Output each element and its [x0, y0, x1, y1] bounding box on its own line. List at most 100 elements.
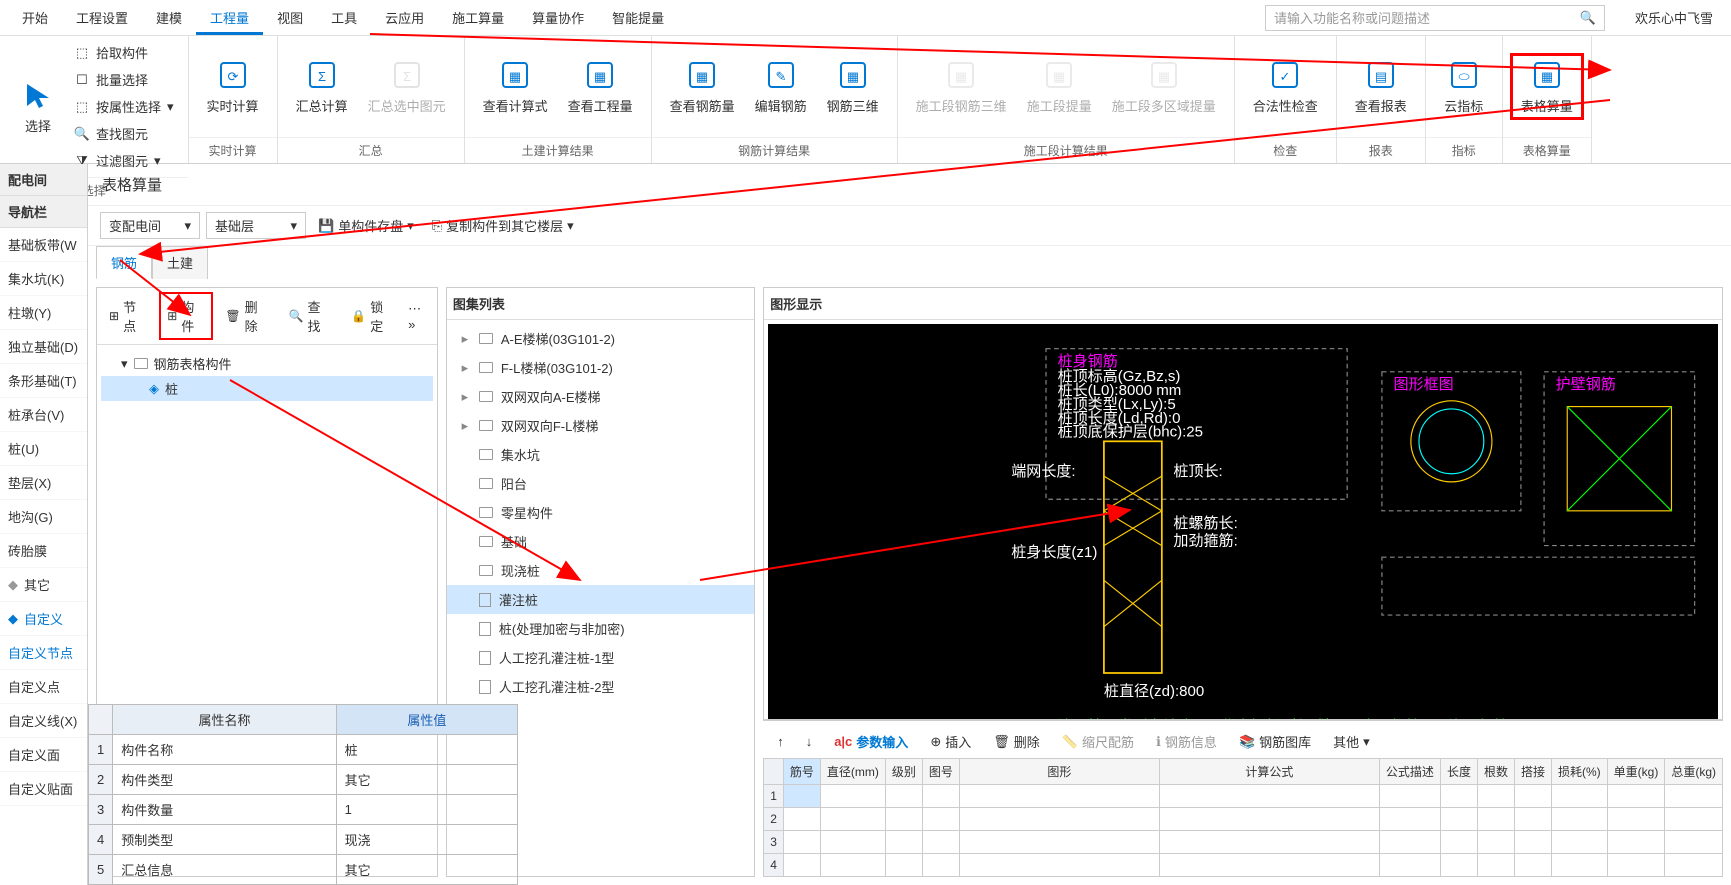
- rail-item-1[interactable]: 集水坑(K): [0, 262, 87, 296]
- ribbon-钢筋三维[interactable]: ▦ 钢筋三维: [817, 54, 889, 119]
- param-cell[interactable]: [1477, 831, 1514, 854]
- scale-rebar-button[interactable]: 📏 缩尺配筋: [1056, 729, 1140, 754]
- rail-item-2[interactable]: 柱墩(Y): [0, 296, 87, 330]
- prop-value[interactable]: 1: [336, 795, 517, 825]
- ribbon-small-0[interactable]: ⬚拾取构件: [68, 40, 180, 65]
- param-cell[interactable]: [1514, 808, 1551, 831]
- ribbon-云指标[interactable]: ⬭ 云指标: [1434, 54, 1494, 119]
- param-cell[interactable]: [783, 854, 820, 877]
- menu-quantity[interactable]: 工程量: [196, 0, 263, 35]
- arrow-down-button[interactable]: ↓: [800, 731, 819, 752]
- param-header-10[interactable]: 损耗(%): [1551, 759, 1607, 785]
- param-cell[interactable]: [1607, 808, 1665, 831]
- rebar-lib-button[interactable]: 📚 钢筋图库: [1233, 729, 1317, 754]
- param-cell[interactable]: [922, 831, 959, 854]
- param-cell[interactable]: [1379, 808, 1440, 831]
- ribbon-施工段钢筋三维[interactable]: ▦ 施工段钢筋三维: [906, 54, 1017, 119]
- params-table[interactable]: 筋号直径(mm)级别图号图形计算公式公式描述长度根数搭接损耗(%)单重(kg)总…: [763, 758, 1723, 877]
- ribbon-合法性检查[interactable]: ✓ 合法性检查: [1243, 54, 1328, 119]
- param-cell[interactable]: [1477, 854, 1514, 877]
- param-cell[interactable]: [783, 785, 820, 808]
- param-cell[interactable]: [1607, 831, 1665, 854]
- ribbon-实时计算[interactable]: ⟳ 实时计算: [197, 54, 269, 119]
- param-cell[interactable]: [783, 831, 820, 854]
- param-cell[interactable]: [820, 831, 885, 854]
- param-cell[interactable]: [922, 808, 959, 831]
- param-cell[interactable]: [1514, 785, 1551, 808]
- param-cell[interactable]: [1477, 808, 1514, 831]
- param-cell[interactable]: [1440, 854, 1477, 877]
- tuji-item-12[interactable]: 人工挖孔灌注桩-2型: [447, 672, 754, 701]
- param-cell[interactable]: [1477, 785, 1514, 808]
- rail-extra-1[interactable]: ◆自定义: [0, 602, 87, 636]
- tuji-item-6[interactable]: 零星构件: [447, 498, 754, 527]
- tree-child-pile[interactable]: ◈ 桩: [101, 376, 433, 401]
- param-cell[interactable]: [1159, 785, 1379, 808]
- rail-custom-3[interactable]: 自定义面: [0, 738, 87, 772]
- param-cell[interactable]: [1665, 785, 1723, 808]
- prop-value[interactable]: 其它: [336, 855, 517, 885]
- rail-item-4[interactable]: 条形基础(T): [0, 364, 87, 398]
- param-cell[interactable]: [885, 785, 922, 808]
- rail-item-9[interactable]: 砖胎膜: [0, 534, 87, 568]
- ribbon-编辑钢筋[interactable]: ✎ 编辑钢筋: [745, 54, 817, 119]
- param-header-12[interactable]: 总重(kg): [1665, 759, 1723, 785]
- menu-tools[interactable]: 工具: [317, 0, 371, 35]
- param-header-7[interactable]: 长度: [1440, 759, 1477, 785]
- tab-civil[interactable]: 土建: [152, 246, 208, 279]
- param-cell[interactable]: [1440, 831, 1477, 854]
- tuji-item-2[interactable]: ▸ 双网双向A-E楼梯: [447, 382, 754, 411]
- menu-collab[interactable]: 算量协作: [518, 0, 598, 35]
- tuji-item-0[interactable]: ▸ A-E楼梯(03G101-2): [447, 324, 754, 353]
- tuji-item-3[interactable]: ▸ 双网双向F-L楼梯: [447, 411, 754, 440]
- rail-item-7[interactable]: 垫层(X): [0, 466, 87, 500]
- param-cell[interactable]: [1440, 808, 1477, 831]
- rail-custom-1[interactable]: 自定义点: [0, 670, 87, 704]
- ribbon-small-1[interactable]: ☐批量选择: [68, 67, 180, 92]
- insert-button[interactable]: ⊕ 插入: [924, 729, 977, 754]
- tab-rebar[interactable]: 钢筋: [96, 246, 152, 279]
- param-header-1[interactable]: 直径(mm): [820, 759, 885, 785]
- param-header-9[interactable]: 搭接: [1514, 759, 1551, 785]
- param-header-4[interactable]: 图形: [959, 759, 1159, 785]
- rebar-info-button[interactable]: ℹ 钢筋信息: [1150, 729, 1223, 754]
- param-cell[interactable]: [1379, 785, 1440, 808]
- rail-item-8[interactable]: 地沟(G): [0, 500, 87, 534]
- ribbon-small-2[interactable]: ⬚按属性选择▾: [68, 94, 180, 119]
- param-input-button[interactable]: a|c 参数输入: [828, 729, 914, 754]
- param-cell[interactable]: [1665, 808, 1723, 831]
- param-header-0[interactable]: 筋号: [783, 759, 820, 785]
- param-cell[interactable]: [783, 808, 820, 831]
- tree-root[interactable]: ▾ 钢筋表格构件: [101, 351, 433, 376]
- node-button[interactable]: ⊞ 节点: [103, 294, 153, 338]
- param-cell[interactable]: [1379, 854, 1440, 877]
- param-cell[interactable]: [885, 854, 922, 877]
- param-header-5[interactable]: 计算公式: [1159, 759, 1379, 785]
- menu-smart[interactable]: 智能提量: [598, 0, 678, 35]
- param-cell[interactable]: [959, 785, 1159, 808]
- param-cell[interactable]: [1159, 854, 1379, 877]
- dropdown-area[interactable]: 变配电间▾: [100, 212, 200, 239]
- tuji-item-9[interactable]: 灌注桩: [447, 585, 754, 614]
- select-button[interactable]: 选择: [8, 74, 68, 139]
- ribbon-汇总计算[interactable]: Σ 汇总计算: [286, 54, 358, 119]
- ribbon-施工段多区域提量[interactable]: ▦ 施工段多区域提量: [1102, 54, 1226, 119]
- prop-value[interactable]: 现浇: [336, 825, 517, 855]
- tuji-item-8[interactable]: 现浇桩: [447, 556, 754, 585]
- user-name[interactable]: 欢乐心中飞雪: [1625, 8, 1723, 27]
- menu-model[interactable]: 建模: [142, 0, 196, 35]
- param-cell[interactable]: [959, 831, 1159, 854]
- param-cell[interactable]: [922, 785, 959, 808]
- param-cell[interactable]: [1551, 785, 1607, 808]
- param-cell[interactable]: [959, 854, 1159, 877]
- rail-item-3[interactable]: 独立基础(D): [0, 330, 87, 364]
- delete-button[interactable]: 🗑 删除: [219, 294, 274, 338]
- save-component-button[interactable]: 💾单构件存盘▾: [312, 213, 420, 238]
- rail-extra-0[interactable]: ◆其它: [0, 568, 87, 602]
- param-cell[interactable]: [1159, 831, 1379, 854]
- param-header-11[interactable]: 单重(kg): [1607, 759, 1665, 785]
- tuji-item-4[interactable]: 集水坑: [447, 440, 754, 469]
- ribbon-small-3[interactable]: 🔍查找图元: [68, 121, 180, 146]
- param-cell[interactable]: [922, 854, 959, 877]
- param-cell[interactable]: [885, 831, 922, 854]
